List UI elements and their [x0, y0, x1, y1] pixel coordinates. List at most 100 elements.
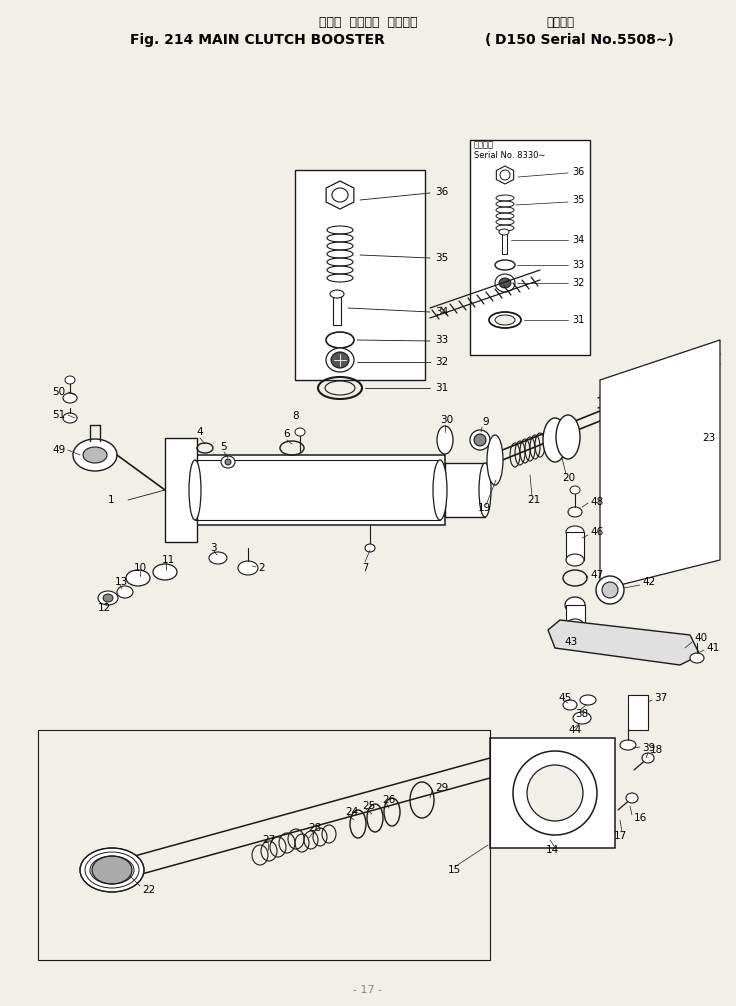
Text: 7: 7 — [362, 563, 368, 573]
Ellipse shape — [556, 415, 580, 459]
Text: Serial No. 8330∼: Serial No. 8330∼ — [474, 151, 545, 160]
Ellipse shape — [295, 428, 305, 436]
Ellipse shape — [580, 695, 596, 705]
Ellipse shape — [238, 561, 258, 575]
Text: 39: 39 — [642, 743, 655, 753]
Text: 32: 32 — [435, 357, 448, 367]
Text: 36: 36 — [435, 187, 448, 197]
Ellipse shape — [73, 439, 117, 471]
Text: 16: 16 — [634, 813, 647, 823]
Text: 31: 31 — [435, 383, 448, 393]
Text: 41: 41 — [706, 643, 719, 653]
Text: 19: 19 — [478, 503, 491, 513]
Ellipse shape — [153, 564, 177, 580]
Text: 45: 45 — [558, 693, 571, 703]
Text: 14: 14 — [546, 845, 559, 855]
Ellipse shape — [63, 413, 77, 423]
Ellipse shape — [474, 434, 486, 446]
Text: 22: 22 — [142, 885, 155, 895]
Ellipse shape — [80, 848, 144, 892]
Ellipse shape — [487, 435, 503, 485]
Ellipse shape — [92, 856, 132, 884]
Ellipse shape — [470, 430, 490, 450]
Text: 44: 44 — [568, 725, 581, 735]
Ellipse shape — [563, 700, 577, 710]
Text: 15: 15 — [448, 865, 461, 875]
Text: 40: 40 — [694, 633, 707, 643]
Ellipse shape — [500, 170, 510, 180]
Bar — [195, 455, 445, 525]
Polygon shape — [548, 620, 700, 665]
Text: 34: 34 — [435, 307, 448, 317]
Text: 18: 18 — [650, 745, 663, 754]
Text: 37: 37 — [654, 693, 668, 703]
Ellipse shape — [495, 274, 515, 292]
Polygon shape — [496, 166, 514, 184]
Text: 9: 9 — [482, 417, 489, 427]
Bar — [628, 695, 648, 730]
Text: 51: 51 — [52, 410, 66, 420]
Ellipse shape — [117, 586, 133, 598]
Ellipse shape — [437, 426, 453, 454]
Ellipse shape — [527, 765, 583, 821]
Ellipse shape — [98, 591, 118, 605]
Ellipse shape — [499, 278, 511, 288]
Text: 47: 47 — [590, 570, 604, 580]
Ellipse shape — [330, 290, 344, 298]
Text: 26: 26 — [382, 795, 395, 805]
Text: 27: 27 — [262, 835, 275, 845]
Text: (: ( — [485, 33, 492, 47]
Text: 4: 4 — [196, 427, 202, 437]
Ellipse shape — [209, 552, 227, 564]
Ellipse shape — [221, 456, 235, 468]
Ellipse shape — [690, 653, 704, 663]
Text: 1: 1 — [108, 495, 115, 505]
Ellipse shape — [65, 376, 75, 384]
Ellipse shape — [103, 594, 113, 602]
Text: D150 Serial No.5508∼): D150 Serial No.5508∼) — [495, 33, 674, 47]
Text: 33: 33 — [435, 335, 448, 345]
Text: 24: 24 — [345, 807, 358, 817]
Text: 42: 42 — [642, 577, 655, 586]
Text: 48: 48 — [590, 497, 604, 507]
Bar — [165, 438, 197, 542]
Ellipse shape — [565, 597, 585, 613]
Ellipse shape — [225, 459, 231, 465]
Text: 13: 13 — [115, 577, 128, 586]
Text: 3: 3 — [210, 543, 216, 553]
Ellipse shape — [596, 576, 624, 604]
Ellipse shape — [499, 229, 509, 235]
Ellipse shape — [566, 554, 584, 566]
Text: 32: 32 — [572, 278, 584, 288]
Text: 31: 31 — [572, 315, 584, 325]
Text: 30: 30 — [440, 415, 453, 425]
Ellipse shape — [331, 352, 349, 368]
Ellipse shape — [479, 463, 491, 517]
Text: 46: 46 — [590, 527, 604, 537]
Text: 25: 25 — [362, 801, 375, 811]
Text: 適用号機: 適用号機 — [546, 15, 574, 28]
Bar — [566, 532, 584, 560]
Text: 33: 33 — [572, 260, 584, 270]
Ellipse shape — [620, 740, 636, 750]
Ellipse shape — [568, 507, 582, 517]
Polygon shape — [600, 340, 720, 590]
Ellipse shape — [565, 619, 585, 635]
Ellipse shape — [433, 460, 447, 520]
Text: 8: 8 — [293, 411, 300, 421]
Text: 28: 28 — [308, 823, 321, 833]
Ellipse shape — [570, 486, 580, 494]
Ellipse shape — [543, 418, 567, 462]
Ellipse shape — [626, 793, 638, 803]
Text: 36: 36 — [572, 167, 584, 177]
Text: 35: 35 — [435, 253, 448, 263]
Text: 6: 6 — [283, 429, 290, 439]
Text: 2: 2 — [258, 563, 265, 573]
Bar — [490, 738, 615, 848]
Text: Fig. 214 MAIN CLUTCH BOOSTER: Fig. 214 MAIN CLUTCH BOOSTER — [130, 33, 385, 47]
Text: 適用号機: 適用号機 — [474, 141, 494, 150]
Polygon shape — [326, 181, 354, 209]
Text: 17: 17 — [614, 831, 627, 841]
Ellipse shape — [325, 381, 355, 395]
Ellipse shape — [189, 460, 201, 520]
